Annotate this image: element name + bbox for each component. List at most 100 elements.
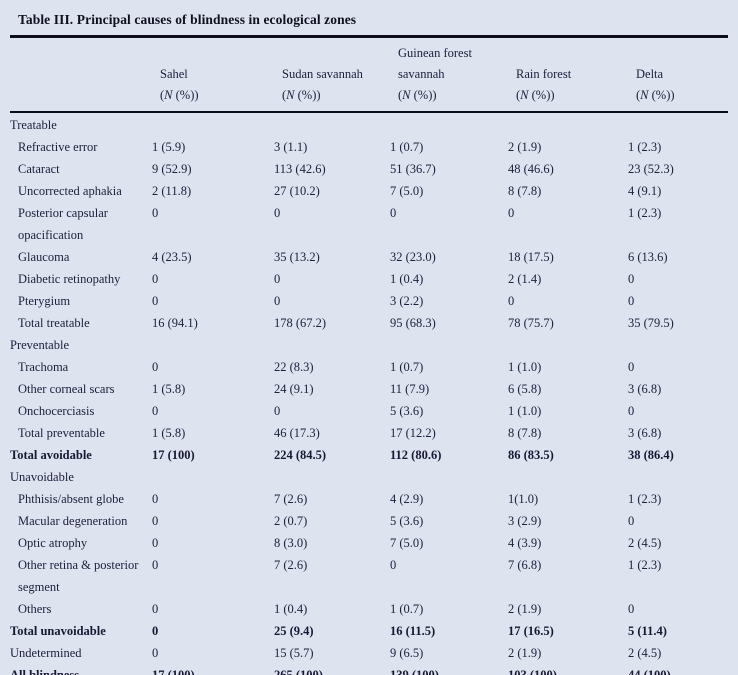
cell-value: 17 (100): [152, 668, 195, 675]
cell-value: 35 (13.2): [274, 250, 320, 264]
header-zone-name: Sudan savannah: [282, 67, 363, 81]
cell-value: 139 (100): [390, 668, 439, 675]
row-label: Macular degeneration: [18, 514, 128, 528]
cell-value: 2 (4.5): [628, 536, 662, 550]
cell-value: 2 (1.4): [508, 272, 542, 286]
cell-value: 0: [274, 294, 281, 308]
cell-value: 0: [274, 272, 281, 286]
row-label: Phthisis/absent globe: [18, 492, 124, 506]
column-headers: Sahel (N (%)) Sudan savannah (N (%)) Guinean…: [10, 38, 728, 111]
header-line1: [160, 43, 282, 64]
cell-value: 0: [152, 646, 159, 660]
cell-value: 7 (5.0): [390, 184, 424, 198]
cell-value: 8 (3.0): [274, 536, 308, 550]
cell-value: 2 (1.9): [508, 602, 542, 616]
table-title: Table III. Principal causes of blindness…: [18, 12, 357, 27]
header-line1: [282, 43, 398, 64]
table-row: Other corneal scars 1 (5.8) 24 (9.1) 11 (7.…: [10, 378, 728, 400]
header-cell: Rain forest (N (%)): [516, 43, 636, 106]
cell-value: 2 (0.7): [274, 514, 308, 528]
header-unit: (N (%)): [636, 88, 675, 102]
cell-value: 0: [508, 206, 515, 220]
row-label: All blindness: [10, 668, 80, 675]
cell-value: 16 (11.5): [390, 624, 436, 638]
header-unit: (N (%)): [282, 88, 321, 102]
table-row: Optic atrophy 0 8 (3.0) 7 (5.0) 4 (3.9) 2 (4.…: [10, 532, 728, 554]
table-row: Macular degeneration 0 2 (0.7) 5 (3.6) 3 (2.…: [10, 510, 728, 532]
cell-value: 4 (23.5): [152, 250, 192, 264]
cell-value: 0: [508, 294, 515, 308]
cell-value: 0: [152, 558, 159, 572]
cell-value: 0: [274, 404, 281, 418]
header-cell: Delta (N (%)): [636, 43, 728, 106]
cell-value: 5 (3.6): [390, 514, 424, 528]
cell-value: 44 (100): [628, 668, 671, 675]
cell-value: 1 (0.4): [390, 272, 424, 286]
row-label: Pterygium: [18, 294, 71, 308]
table-body: Treatable Refractive error 1 (5.9) 3 (1.1) 1…: [10, 113, 728, 675]
cell-value: 0: [628, 602, 635, 616]
header-cell-empty: [18, 43, 160, 106]
row-label: Cataract: [18, 162, 60, 176]
cell-value: 7 (2.6): [274, 492, 308, 506]
top-rule: [10, 35, 728, 38]
row-label: Total unavoidable: [10, 624, 106, 638]
table-row: Uncorrected aphakia 2 (11.8) 27 (10.2) 7 (5…: [10, 180, 728, 202]
header-rule: [10, 111, 728, 113]
cell-value: 0: [152, 272, 159, 286]
table-row: Others 0 1 (0.4) 1 (0.7) 2 (1.9) 0: [10, 598, 728, 620]
cell-value: 178 (67.2): [274, 316, 327, 330]
cell-value: 35 (79.5): [628, 316, 674, 330]
cell-value: 3 (2.2): [390, 294, 424, 308]
cell-value: 113 (42.6): [274, 162, 326, 176]
cell-value: 0: [390, 206, 397, 220]
cell-value: 0: [628, 404, 635, 418]
row-label: Total avoidable: [10, 448, 92, 462]
cell-value: 78 (75.7): [508, 316, 554, 330]
row-label: Uncorrected aphakia: [18, 184, 122, 198]
cell-value: 1 (1.0): [508, 360, 542, 374]
cell-value: 46 (17.3): [274, 426, 320, 440]
table-row: All blindness 17 (100) 265 (100) 139 (100) 1…: [10, 664, 728, 675]
cell-value: 1 (2.3): [628, 206, 662, 220]
cell-value: 1 (5.8): [152, 382, 186, 396]
cell-value: 95 (68.3): [390, 316, 436, 330]
row-label: Onchocerciasis: [18, 404, 95, 418]
cell-value: 0: [628, 360, 635, 374]
cell-value: 1 (5.8): [152, 426, 186, 440]
cell-value: 0: [152, 404, 159, 418]
cell-value: 8 (7.8): [508, 184, 542, 198]
header-line1: Guinean forest: [398, 46, 472, 60]
table-row: Total unavoidable 0 25 (9.4) 16 (11.5) 17 (1…: [10, 620, 728, 642]
table-row: Onchocerciasis 0 0 5 (3.6) 1 (1.0) 0: [10, 400, 728, 422]
cell-value: 22 (8.3): [274, 360, 314, 374]
row-label: Trachoma: [18, 360, 69, 374]
row-label: Other retina & posterior segment: [18, 558, 139, 594]
cell-value: 17 (16.5): [508, 624, 554, 638]
cell-value: 1 (2.3): [628, 140, 662, 154]
header-zone-name: savannah: [398, 67, 445, 81]
cell-value: 18 (17.5): [508, 250, 554, 264]
cell-value: 0: [628, 272, 635, 286]
cell-value: 5 (11.4): [628, 624, 667, 638]
row-label: Other corneal scars: [18, 382, 115, 396]
cell-value: 224 (84.5): [274, 448, 327, 462]
header-unit: (N (%)): [398, 88, 437, 102]
cell-value: 8 (7.8): [508, 426, 542, 440]
table-row: Cataract 9 (52.9) 113 (42.6) 51 (36.7) 48 (4…: [10, 158, 728, 180]
table-row: Other retina & posterior segment 0 7 (2.6)…: [10, 554, 728, 598]
cell-value: 112 (80.6): [390, 448, 442, 462]
cell-value: 17 (12.2): [390, 426, 436, 440]
cell-value: 2 (1.9): [508, 646, 542, 660]
cell-value: 0: [152, 492, 159, 506]
cell-value: 1 (5.9): [152, 140, 186, 154]
cell-value: 265 (100): [274, 668, 323, 675]
cell-value: 27 (10.2): [274, 184, 320, 198]
table-row: Diabetic retinopathy 0 0 1 (0.4) 2 (1.4) 0: [10, 268, 728, 290]
cell-value: 48 (46.6): [508, 162, 554, 176]
cell-value: 0: [152, 514, 159, 528]
cell-value: 2 (1.9): [508, 140, 542, 154]
table-row: Treatable: [10, 114, 728, 136]
cell-value: 11 (7.9): [390, 382, 430, 396]
cell-value: 38 (86.4): [628, 448, 674, 462]
